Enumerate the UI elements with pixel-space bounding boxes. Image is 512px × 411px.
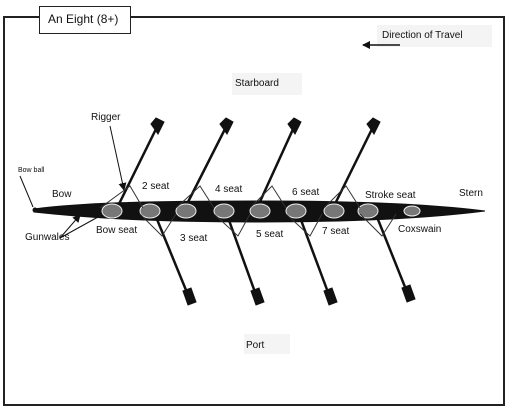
coxswain-label: Coxswain <box>398 224 441 235</box>
direction-label-bg <box>377 25 492 47</box>
port-label-bg <box>244 334 290 354</box>
gunwales-label: Gunwales <box>25 232 69 243</box>
port-label: Port <box>246 340 265 351</box>
diagram-title: An Eight (8+) <box>39 6 131 34</box>
seat-5-label: 5 seat <box>256 229 283 240</box>
seat-7-label: 7 seat <box>322 226 349 237</box>
gunwales-pointer-2 <box>59 216 99 239</box>
port-oars <box>152 211 416 306</box>
seat-6-label: 6 seat <box>292 187 319 198</box>
bow-ball-label: Bow ball <box>18 167 45 174</box>
rigger-label: Rigger <box>91 112 121 123</box>
stern-label: Stern <box>459 188 483 199</box>
rigger-pointer <box>109 125 127 191</box>
riggers <box>99 185 397 237</box>
starboard-oars <box>116 117 381 207</box>
bow-ball-pointer <box>19 175 34 208</box>
bow-ball <box>32 207 38 213</box>
direction-label: Direction of Travel <box>382 30 463 41</box>
starboard-label-bg <box>232 73 302 95</box>
seat-4-label: 4 seat <box>215 184 242 195</box>
bow-label: Bow <box>52 189 72 200</box>
starboard-label: Starboard <box>235 78 279 89</box>
stroke-seat-label: Stroke seat <box>365 190 416 201</box>
seat-3-label: 3 seat <box>180 233 207 244</box>
seats <box>101 203 421 219</box>
bow-seat-label: Bow seat <box>96 225 137 236</box>
seat-2-label: 2 seat <box>142 181 169 192</box>
gunwales-pointer-1 <box>59 214 81 239</box>
